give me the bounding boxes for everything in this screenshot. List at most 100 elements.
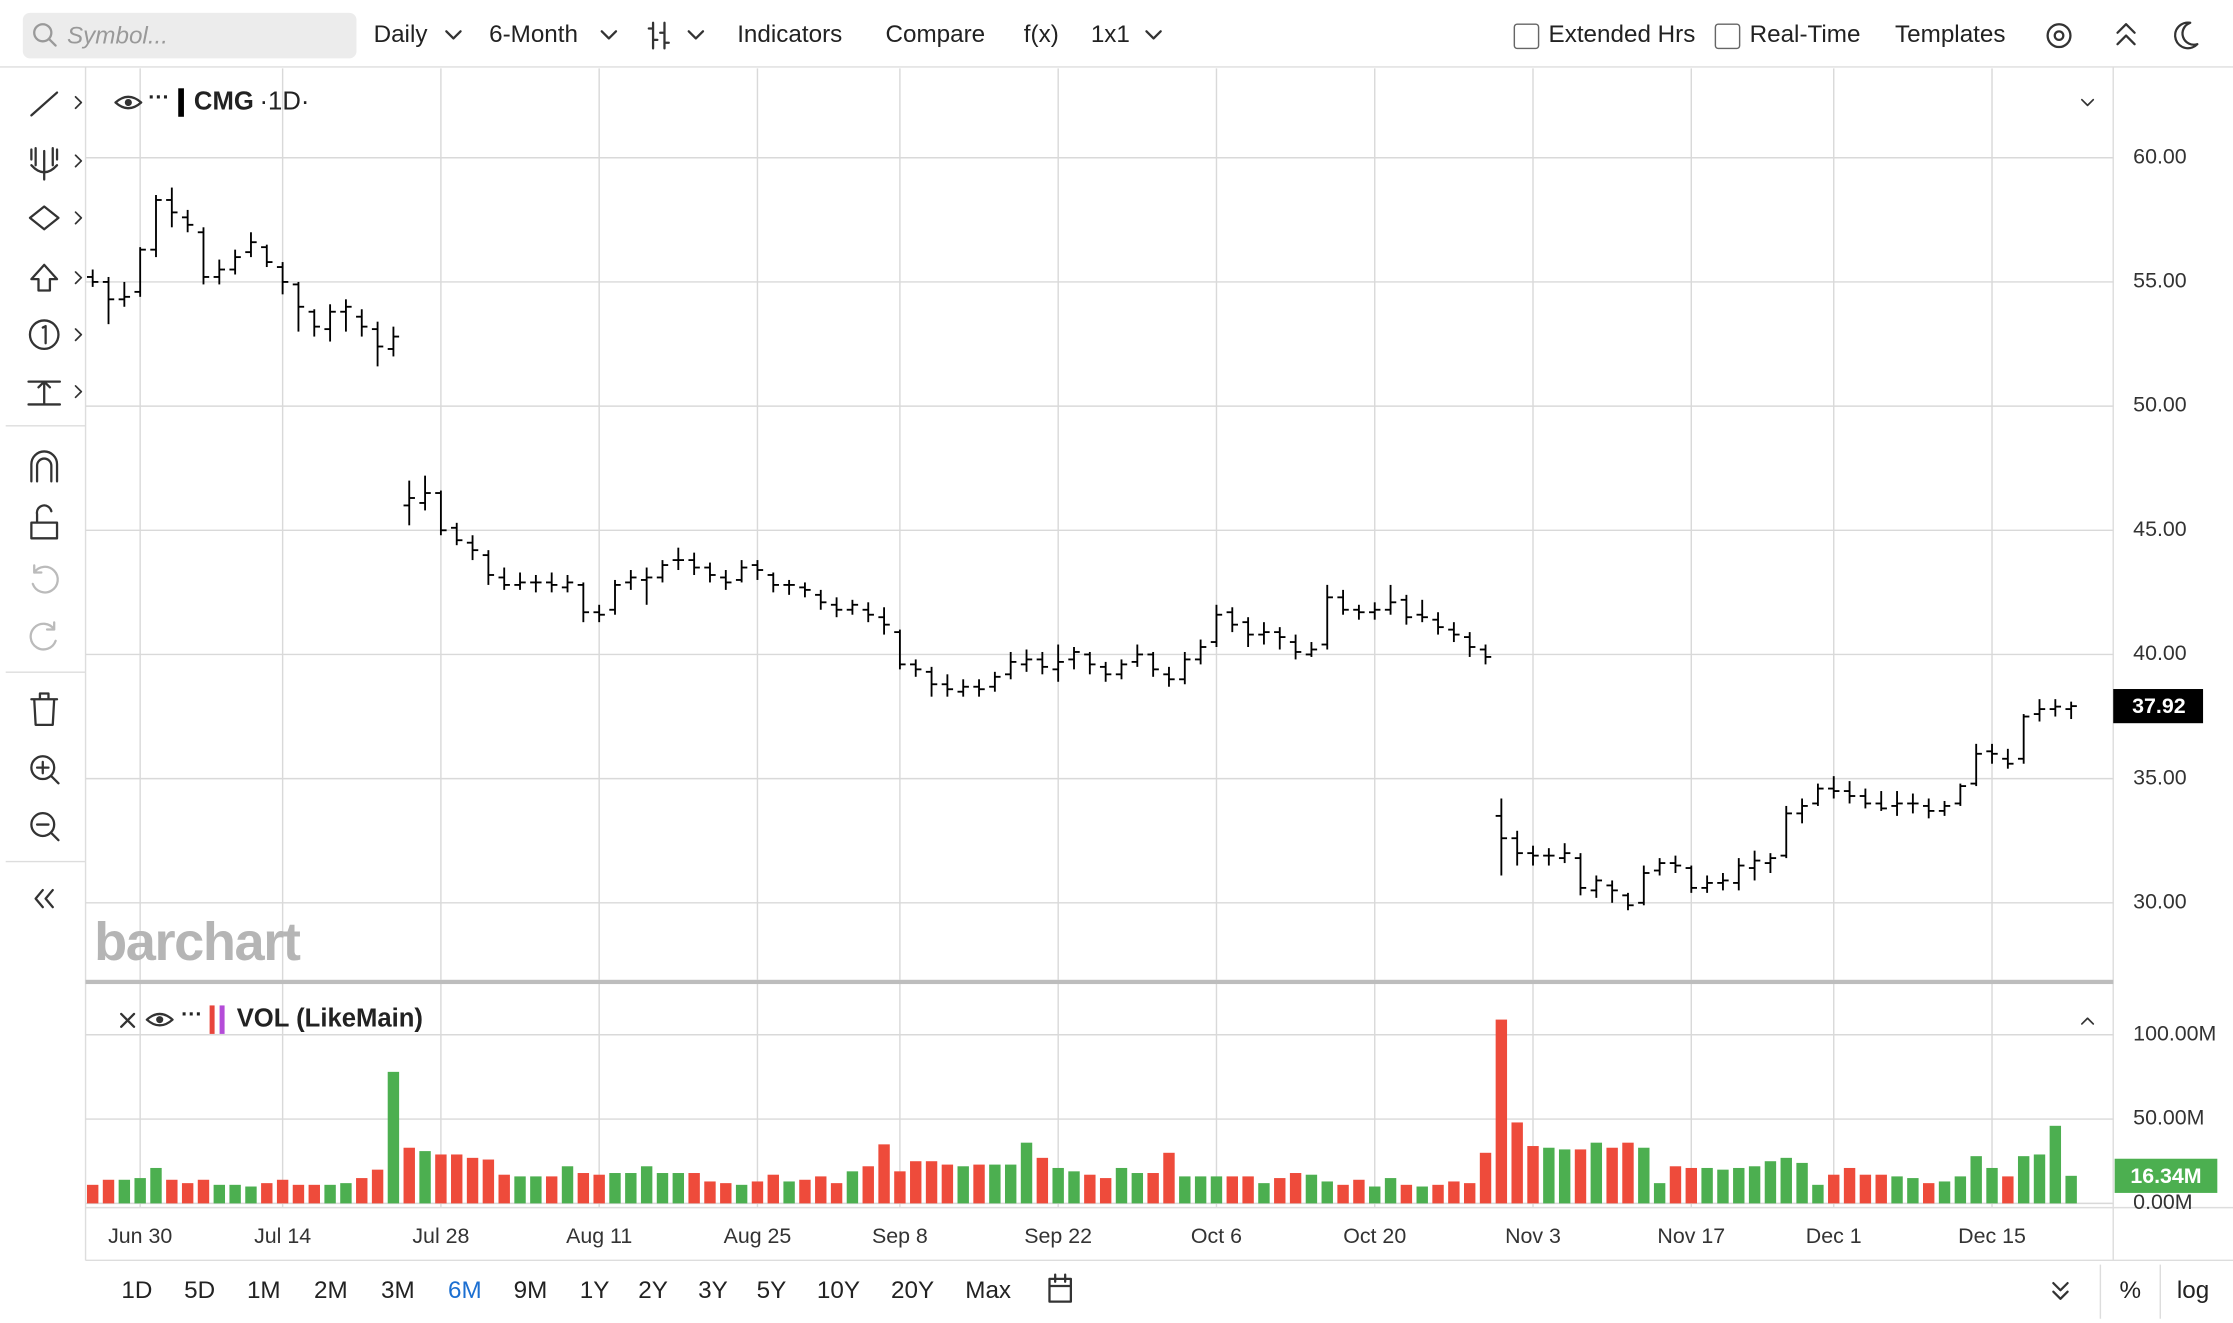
volume-bar: [925, 1161, 938, 1204]
range-button[interactable]: 9M: [514, 1277, 548, 1304]
zoom-in-icon: [35, 760, 60, 785]
expand-footer-button[interactable]: [2052, 1281, 2069, 1300]
range-button[interactable]: 1M: [247, 1277, 281, 1304]
price-bars: [86, 187, 2077, 911]
visibility-toggle[interactable]: [145, 1012, 174, 1027]
collapse-toolbar-button[interactable]: [2116, 23, 2136, 46]
volume-bar: [356, 1178, 368, 1204]
shape-tool[interactable]: [28, 205, 60, 231]
visibility-icon: [124, 98, 132, 107]
volume-bar: [86, 1184, 99, 1204]
volume-bar: [751, 1181, 764, 1204]
dark-mode-button[interactable]: [2174, 21, 2199, 50]
tool-expanders[interactable]: [74, 95, 83, 399]
volume-bar: [846, 1171, 859, 1204]
volume-bar: [1321, 1181, 1333, 1204]
volume-bar: [1828, 1174, 1840, 1204]
range-button[interactable]: 5D: [184, 1277, 215, 1304]
caret: [687, 30, 705, 40]
symbol-placeholder: Symbol...: [67, 22, 168, 49]
date-picker-button[interactable]: [1048, 1273, 1073, 1303]
templates-button[interactable]: Templates: [1895, 21, 2005, 48]
volume-bar: [371, 1169, 384, 1204]
lock-tool[interactable]: [30, 504, 59, 540]
range-button[interactable]: 20Y: [891, 1277, 934, 1304]
real-time-checkbox[interactable]: [1714, 23, 1741, 50]
range-button[interactable]: 2M: [314, 1277, 348, 1304]
volume-bar: [830, 1183, 843, 1204]
collapse-side-button[interactable]: [34, 888, 54, 909]
range-button[interactable]: 3M: [381, 1277, 415, 1304]
zoom-out-icon: [35, 823, 60, 842]
magnet-tool[interactable]: [30, 450, 59, 483]
pane-menu[interactable]: ···: [181, 1002, 202, 1026]
range-dropdown[interactable]: 6-Month: [489, 21, 578, 48]
volume-bar: [2017, 1156, 2030, 1204]
volume-bar: [1986, 1167, 1998, 1204]
extended-hours-checkbox[interactable]: [1513, 23, 1540, 50]
volume-bar: [1748, 1166, 1761, 1204]
log-scale-button[interactable]: log: [2177, 1277, 2209, 1304]
volume-bar: [324, 1184, 336, 1204]
layout-dropdown[interactable]: 1x1: [1091, 21, 1130, 48]
caret: [445, 30, 462, 40]
remove-indicator[interactable]: [120, 1012, 136, 1028]
indicators-button[interactable]: Indicators: [737, 21, 842, 48]
fx-button[interactable]: f(x): [1024, 21, 1059, 48]
series-color-swatch: [178, 88, 184, 117]
volume-bar: [2049, 1125, 2062, 1204]
pitchfork-tool[interactable]: [30, 146, 59, 181]
undo-button[interactable]: [31, 564, 59, 594]
visibility-toggle[interactable]: [114, 95, 143, 110]
volume-bar: [308, 1184, 320, 1204]
compare-button[interactable]: Compare: [886, 21, 986, 48]
visibility-icon: [156, 1016, 164, 1024]
price-grid: [85, 68, 2114, 980]
volume-bar: [181, 1183, 194, 1204]
y-tick-label: 45.00: [2133, 517, 2187, 541]
zoom-in-button[interactable]: [30, 755, 56, 781]
volume-bar: [134, 1178, 146, 1204]
range-button[interactable]: 5Y: [757, 1277, 787, 1304]
x-tick-label: Jun 30: [108, 1224, 172, 1248]
trendline-tool[interactable]: [30, 91, 59, 117]
volume-bar: [276, 1179, 289, 1204]
range-button[interactable]: 3Y: [698, 1277, 728, 1304]
delete-button[interactable]: [30, 692, 59, 727]
symbol-search[interactable]: [22, 12, 357, 59]
volume-bar: [1875, 1174, 1887, 1204]
annotation-tool[interactable]: [28, 319, 60, 351]
indicator-title: VOL (LikeMain): [237, 1004, 423, 1032]
volume-bar: [1210, 1176, 1223, 1204]
y-tick-label: 30.00: [2133, 889, 2187, 913]
percent-scale-button[interactable]: %: [2120, 1277, 2142, 1304]
volume-bar: [166, 1179, 178, 1204]
volume-bar: [1068, 1171, 1080, 1204]
volume-bar: [957, 1166, 969, 1204]
pane-collapse[interactable]: [2080, 98, 2095, 107]
volume-bar: [1938, 1181, 1951, 1204]
range-button[interactable]: 1D: [121, 1277, 152, 1304]
interval-dropdown[interactable]: Daily: [374, 21, 429, 48]
chart-type-button[interactable]: [647, 21, 670, 50]
range-button[interactable]: 10Y: [817, 1277, 860, 1304]
x-tick-label: Jul 14: [254, 1224, 311, 1248]
volume-bar: [1511, 1122, 1523, 1204]
range-button[interactable]: 2Y: [638, 1277, 668, 1304]
settings-button[interactable]: [2046, 23, 2072, 49]
range-button[interactable]: Max: [965, 1277, 1011, 1304]
range-button[interactable]: 6M: [448, 1277, 482, 1304]
zoom-out-button[interactable]: [30, 812, 56, 838]
real-time-label: Real-Time: [1750, 21, 1861, 48]
arrow-tool[interactable]: [30, 263, 59, 292]
range-button[interactable]: 1Y: [580, 1277, 610, 1304]
redo-button[interactable]: [29, 621, 57, 651]
y-tick-label: 35.00: [2133, 765, 2187, 789]
x-tick-label: Aug 25: [724, 1224, 792, 1248]
volume-bar: [1574, 1149, 1587, 1204]
pane-collapse[interactable]: [2080, 1017, 2095, 1025]
pane-menu[interactable]: ···: [148, 85, 169, 109]
measure-tool[interactable]: [27, 380, 62, 406]
volume-bar: [1495, 1019, 1508, 1204]
pane-divider[interactable]: [85, 979, 2114, 985]
